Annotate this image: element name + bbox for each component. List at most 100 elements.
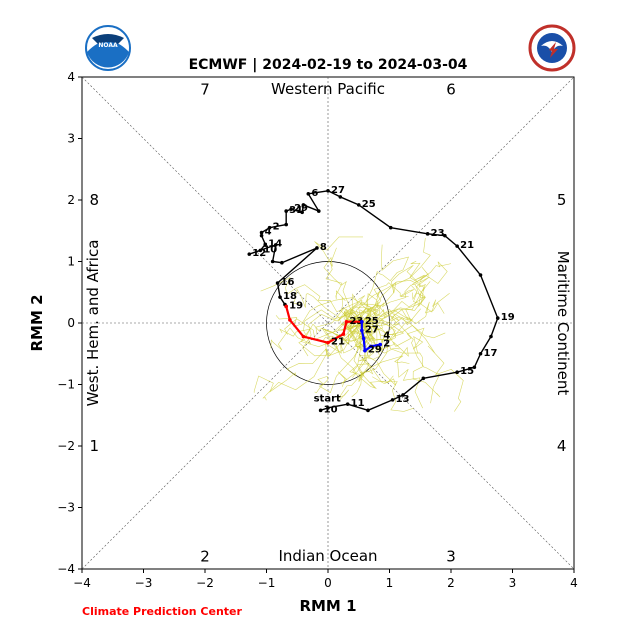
ensemble-line bbox=[314, 236, 364, 324]
ensemble-line bbox=[321, 312, 363, 346]
y-tick-label: 1 bbox=[67, 255, 75, 269]
day-label: 19 bbox=[289, 300, 303, 311]
phase-number: 6 bbox=[446, 80, 456, 98]
phase-number: 4 bbox=[557, 437, 567, 455]
day-label: 10 bbox=[263, 244, 277, 255]
ensemble-line bbox=[355, 322, 381, 389]
data-point bbox=[361, 336, 366, 341]
x-tick-label: −3 bbox=[135, 576, 153, 590]
data-point bbox=[306, 192, 311, 196]
ensemble-line bbox=[290, 288, 363, 326]
y-tick-label: −3 bbox=[57, 501, 75, 515]
y-tick-label: −2 bbox=[57, 439, 75, 453]
data-point bbox=[378, 342, 383, 347]
y-axis-label: RMM 2 bbox=[28, 294, 46, 351]
x-tick-label: −4 bbox=[73, 576, 91, 590]
region-label-indian-ocean: Indian Ocean bbox=[278, 547, 377, 565]
y-tick-label: 3 bbox=[67, 132, 75, 146]
day-label: 17 bbox=[484, 348, 498, 359]
day-label: 8 bbox=[320, 242, 327, 253]
day-label: 27 bbox=[365, 324, 379, 335]
ensemble-line bbox=[314, 322, 362, 394]
ensemble-line bbox=[361, 322, 464, 412]
ensemble-line bbox=[349, 301, 421, 326]
x-tick-label: 1 bbox=[386, 576, 394, 590]
phase-number: 5 bbox=[557, 191, 567, 209]
x-tick-label: 2 bbox=[447, 576, 455, 590]
ensemble-line bbox=[361, 317, 425, 354]
data-point bbox=[301, 203, 306, 207]
data-point bbox=[316, 209, 321, 213]
ensemble-line bbox=[260, 276, 363, 324]
data-point bbox=[344, 319, 349, 324]
day-label: 2 bbox=[383, 339, 390, 350]
day-label: 14 bbox=[268, 238, 282, 249]
data-point bbox=[345, 402, 350, 406]
data-point bbox=[366, 408, 370, 413]
data-point bbox=[273, 243, 278, 247]
data-point bbox=[259, 230, 264, 235]
data-point bbox=[338, 195, 343, 199]
data-point bbox=[278, 295, 282, 299]
ensemble-line bbox=[361, 244, 410, 324]
ensemble-line bbox=[361, 322, 440, 404]
data-point bbox=[360, 319, 364, 324]
data-point bbox=[280, 260, 284, 265]
x-tick-label: −2 bbox=[196, 576, 214, 590]
ensemble-line bbox=[361, 309, 446, 339]
ensemble-line bbox=[315, 307, 363, 339]
data-point bbox=[443, 233, 447, 238]
data-point bbox=[259, 233, 264, 238]
phase-number: 2 bbox=[200, 548, 210, 566]
day-label: 19 bbox=[501, 312, 515, 323]
data-point bbox=[369, 344, 373, 349]
day-label: 21 bbox=[460, 240, 474, 251]
day-label: 13 bbox=[396, 394, 410, 405]
ensemble-line bbox=[275, 297, 379, 337]
data-point bbox=[247, 252, 252, 256]
data-point bbox=[455, 370, 459, 375]
x-tick-label: 4 bbox=[570, 576, 578, 590]
ensemble-members bbox=[253, 236, 464, 412]
day-label: 23 bbox=[349, 316, 363, 327]
ensemble-line bbox=[262, 322, 363, 401]
ensemble-line bbox=[361, 282, 415, 328]
day-label: 31 bbox=[289, 205, 303, 216]
data-point bbox=[455, 244, 459, 248]
day-label: 29 bbox=[368, 345, 382, 356]
day-label: 2 bbox=[273, 222, 280, 233]
region-label-west-hem-africa: West. Hem. and Africa bbox=[84, 240, 102, 407]
data-point bbox=[326, 340, 330, 345]
day-label: 27 bbox=[331, 185, 345, 196]
day-label: 4 bbox=[265, 227, 272, 238]
data-point bbox=[267, 225, 272, 230]
ensemble-line bbox=[355, 280, 450, 324]
day-label: 11 bbox=[351, 398, 365, 409]
data-point bbox=[288, 318, 292, 322]
ensemble-line bbox=[270, 309, 363, 351]
y-tick-label: 4 bbox=[67, 70, 75, 84]
day-label: 21 bbox=[331, 337, 345, 348]
y-tick-label: 2 bbox=[67, 193, 75, 207]
data-point bbox=[478, 351, 483, 356]
chart-title: ECMWF | 2024-02-19 to 2024-03-04 bbox=[189, 57, 468, 73]
region-label-maritime-continent: Maritime Continent bbox=[554, 251, 572, 396]
data-point bbox=[401, 393, 405, 397]
ensemble-line bbox=[253, 322, 363, 393]
day-label: start bbox=[314, 393, 341, 404]
data-point bbox=[360, 328, 364, 333]
data-point bbox=[326, 406, 330, 410]
svg-text:NOAA: NOAA bbox=[98, 42, 118, 49]
data-point bbox=[258, 248, 263, 253]
data-point bbox=[390, 398, 395, 402]
ensemble-line bbox=[343, 237, 431, 324]
day-label: 10 bbox=[324, 404, 338, 415]
phase-number: 7 bbox=[200, 80, 210, 98]
phase-number: 1 bbox=[90, 437, 100, 455]
data-point bbox=[284, 222, 288, 227]
day-label: 18 bbox=[283, 291, 297, 302]
